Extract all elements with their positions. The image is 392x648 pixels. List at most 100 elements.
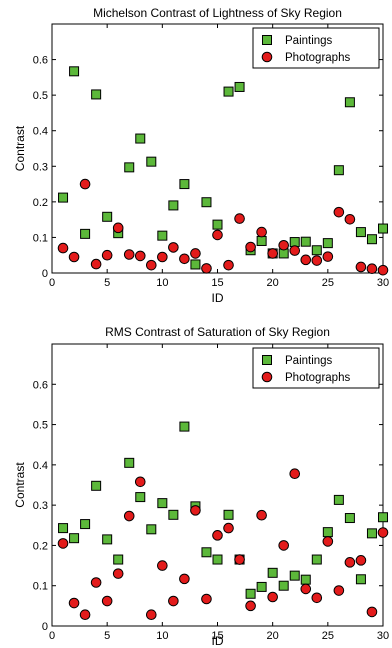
series-paintings [58, 66, 388, 270]
data-point [355, 261, 367, 273]
y-tick-label: 0.3 [33, 500, 48, 512]
data-point [366, 263, 378, 275]
x-tick-label: 30 [377, 277, 389, 289]
y-tick-label: 0.3 [33, 161, 48, 173]
x-tick-label: 25 [322, 630, 334, 642]
data-point [91, 89, 102, 100]
data-point [377, 264, 389, 276]
data-point [179, 179, 190, 190]
y-axis-label: Contrast [13, 125, 27, 171]
data-point [69, 66, 80, 77]
data-point [168, 200, 179, 211]
data-point [278, 580, 289, 591]
data-point [333, 585, 345, 596]
legend: Paintings Photographs [252, 347, 380, 389]
data-point [168, 509, 179, 520]
data-point [267, 567, 278, 578]
data-point [90, 258, 102, 270]
chart-2: RMS Contrast of Saturation of Sky Region… [13, 325, 389, 648]
data-point [300, 236, 311, 247]
legend-label: Photographs [285, 372, 350, 384]
data-point [135, 133, 146, 144]
data-point [267, 591, 278, 603]
data-point [223, 522, 234, 534]
y-tick-label: 0.6 [33, 379, 48, 391]
data-point [300, 254, 312, 266]
data-point [344, 513, 355, 524]
data-point [355, 574, 366, 585]
x-tick-label: 15 [211, 277, 223, 289]
data-point [146, 156, 157, 167]
data-point [146, 524, 157, 535]
data-point [57, 538, 69, 549]
data-point [101, 595, 113, 607]
data-point [223, 86, 234, 97]
data-point [112, 568, 124, 579]
data-point [311, 592, 323, 604]
data-point [157, 560, 168, 571]
data-point [80, 519, 91, 530]
data-point [278, 239, 290, 251]
data-point [179, 253, 190, 265]
data-point [168, 595, 179, 607]
legend-box [252, 27, 380, 69]
legend-marker-paintings [262, 355, 272, 365]
y-axis-label: Contrast [13, 462, 27, 508]
data-point [134, 476, 146, 488]
data-point [366, 528, 377, 539]
data-point [322, 527, 333, 538]
x-tick-label: 30 [377, 630, 389, 642]
data-point [57, 242, 69, 254]
data-point [344, 557, 356, 568]
data-point [168, 242, 179, 253]
data-point [378, 512, 388, 523]
data-point [157, 498, 168, 509]
data-point [366, 234, 377, 245]
legend-marker-photographs [261, 371, 273, 383]
data-point [135, 492, 146, 503]
y-tick-label: 0.2 [33, 540, 48, 552]
data-point [123, 249, 135, 260]
data-point [190, 259, 201, 270]
data-point [190, 248, 201, 259]
x-tick-label: 10 [156, 630, 168, 642]
data-point [58, 192, 69, 203]
y-tick-label: 0.2 [33, 197, 48, 209]
data-point [355, 555, 367, 566]
data-point [124, 162, 135, 173]
data-point [79, 178, 91, 190]
data-point [344, 213, 356, 225]
data-point [333, 165, 344, 176]
data-point [311, 554, 322, 565]
data-point [112, 222, 124, 234]
y-tick-label: 0.6 [33, 55, 48, 67]
x-tick-label: 10 [156, 277, 168, 289]
data-point [289, 570, 300, 581]
y-tick-label: 0.1 [33, 232, 48, 244]
data-point [146, 609, 157, 621]
data-point [146, 259, 157, 271]
data-point [267, 248, 278, 259]
data-point [322, 238, 333, 249]
data-point [124, 457, 135, 468]
y-tick-label: 0.4 [33, 126, 48, 138]
data-point [201, 263, 212, 274]
data-point [256, 226, 267, 238]
data-point [311, 255, 323, 266]
data-point [58, 523, 69, 534]
chart-title: Michelson Contrast of Lightness of Sky R… [93, 6, 342, 20]
data-point [201, 197, 212, 208]
x-tick-label: 5 [104, 277, 110, 289]
data-point [102, 534, 113, 545]
data-point [134, 250, 146, 262]
data-point [90, 577, 102, 588]
series-photographs [57, 468, 389, 621]
data-point [223, 259, 234, 271]
x-tick-label: 20 [267, 277, 279, 289]
series-photographs [57, 178, 389, 276]
data-point [201, 547, 212, 558]
data-point [91, 480, 102, 491]
data-point [322, 251, 334, 262]
data-point [212, 219, 223, 230]
